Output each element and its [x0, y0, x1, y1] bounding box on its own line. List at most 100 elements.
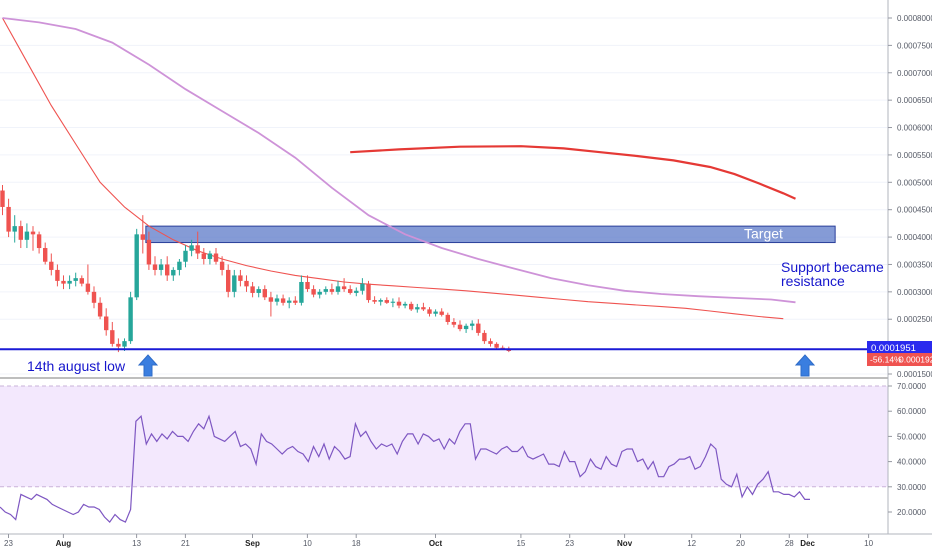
up-arrow-icon	[137, 354, 159, 377]
time-tick-label: Sep	[245, 539, 260, 548]
candle	[6, 198, 11, 238]
candle	[311, 285, 316, 298]
price-tick-label: 0.0003000	[897, 288, 932, 297]
time-tick-label: 10	[303, 539, 312, 548]
candle	[250, 281, 255, 298]
candle	[128, 291, 133, 344]
candle	[213, 248, 219, 265]
time-axis: 23 Aug 13 21 Sep 10 18 Oct 15 23 Nov 12 20 28 Dec 10	[4, 534, 874, 548]
candle	[201, 248, 206, 265]
candle	[317, 289, 322, 299]
candle	[140, 215, 145, 254]
time-tick-label: 23	[565, 539, 574, 548]
price-tick-label: 0.0006500	[897, 96, 932, 105]
time-tick-label: 13	[132, 539, 141, 548]
time-tick-label: Nov	[617, 539, 633, 548]
time-tick-label: 23	[4, 539, 13, 548]
candle	[165, 256, 170, 281]
oscillator-tick-label: 30.0000	[897, 483, 926, 492]
oscillator-line	[0, 414, 810, 524]
moving-average-line	[2, 17, 784, 320]
candle	[97, 297, 103, 320]
time-tick-label: 28	[785, 539, 794, 548]
candle	[0, 185, 5, 216]
oscillator-tick-label: 40.0000	[897, 458, 926, 467]
candle	[354, 287, 359, 297]
price-tick-label: 0.0007500	[897, 41, 932, 50]
annotation-support-became: Support became	[781, 259, 884, 275]
candle	[238, 269, 243, 287]
candle	[390, 298, 396, 308]
price-tick-label: 0.0001500	[897, 370, 932, 379]
candle	[79, 275, 84, 287]
candle	[451, 318, 457, 328]
annotation-14th-august-low: 14th august low	[27, 358, 126, 374]
oscillator-tick-label: 20.0000	[897, 508, 926, 517]
candle	[305, 275, 310, 292]
candle	[207, 250, 213, 265]
time-tick-label: 20	[736, 539, 745, 548]
price-tick-label: 0.0003500	[897, 260, 932, 269]
candle	[36, 231, 42, 254]
candle	[30, 226, 36, 251]
time-tick-label: Oct	[429, 539, 443, 548]
candle	[476, 319, 481, 336]
candle	[445, 312, 450, 325]
price-tick-label: 0.0004500	[897, 206, 932, 215]
oscillator-band	[0, 386, 888, 487]
candle	[457, 320, 463, 332]
candle	[152, 256, 158, 276]
price-tick-label: 0.0006000	[897, 124, 932, 133]
candle	[494, 342, 499, 350]
candle	[219, 256, 225, 276]
price-tick-label: 0.0007000	[897, 69, 932, 78]
candle	[104, 308, 109, 336]
candle	[158, 258, 164, 276]
candle	[335, 280, 341, 295]
candle	[268, 291, 274, 317]
oscillator-tick-label: 50.0000	[897, 432, 926, 441]
candle	[280, 294, 286, 306]
candle	[262, 285, 267, 301]
candle	[427, 307, 432, 317]
candle	[134, 228, 139, 301]
candle	[366, 280, 371, 303]
up-arrow-icon	[794, 354, 816, 377]
candlestick-layer	[0, 185, 511, 353]
candle	[341, 278, 347, 292]
candle	[274, 294, 280, 306]
candle	[18, 220, 23, 249]
candle	[299, 275, 304, 306]
candle	[195, 231, 200, 259]
oscillator-tick-label: 60.0000	[897, 407, 926, 416]
candle	[372, 296, 377, 304]
candle	[421, 302, 426, 312]
oscillator-pane	[0, 385, 888, 524]
candle	[329, 283, 335, 295]
candle	[171, 267, 176, 281]
candle	[463, 323, 469, 333]
time-tick-label: Aug	[56, 539, 72, 548]
candle	[396, 297, 402, 309]
candle	[226, 264, 231, 298]
candle	[24, 223, 30, 249]
annotation-resistance: resistance	[781, 273, 845, 289]
candle	[43, 242, 48, 265]
last-price-text: 0.0001922	[899, 355, 932, 365]
candle	[91, 286, 97, 309]
price-axis: 0.0008000 0.0007500 0.0007000 0.0006500 0.00…	[888, 14, 932, 379]
target-zone-layer: Target	[145, 226, 836, 244]
candle	[415, 303, 420, 313]
candle	[12, 215, 17, 243]
candle	[61, 275, 66, 290]
moving-average-layer	[2, 17, 796, 320]
candle	[287, 297, 292, 309]
candle	[360, 278, 365, 295]
time-tick-label: Dec	[800, 539, 815, 548]
candle	[293, 296, 298, 305]
change-percent-text: -56.14%	[870, 355, 902, 365]
candle	[146, 231, 152, 270]
price-tick-label: 0.0005500	[897, 151, 932, 160]
price-tick-label: 0.0008000	[897, 14, 932, 23]
